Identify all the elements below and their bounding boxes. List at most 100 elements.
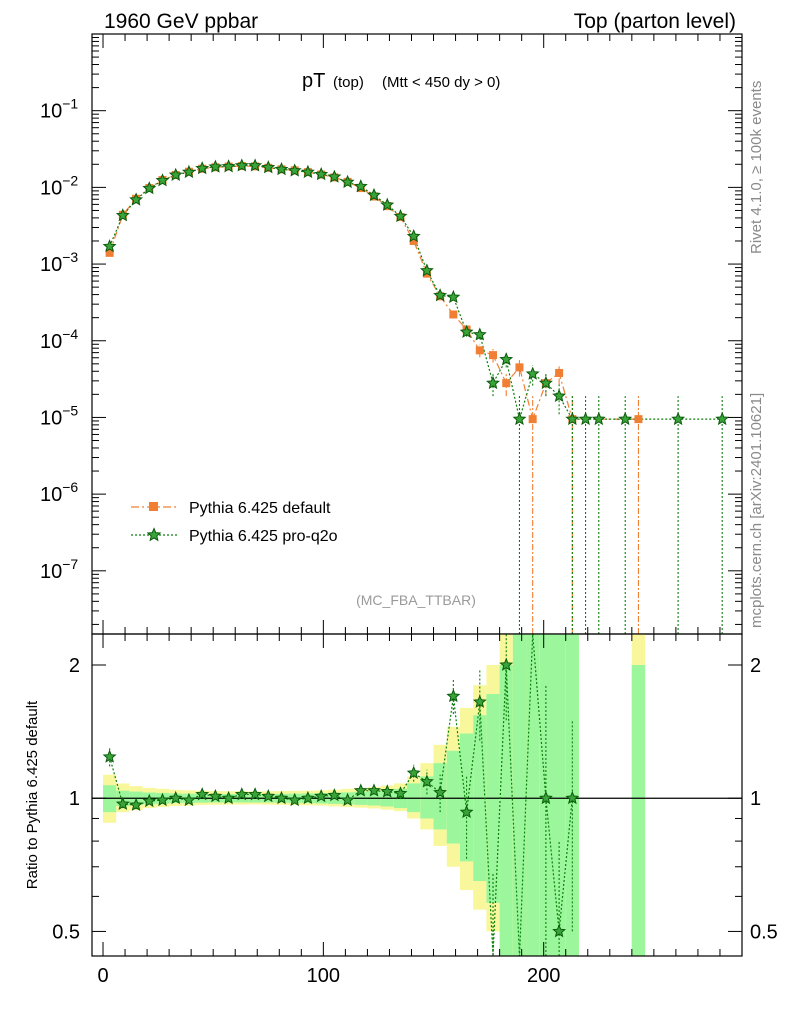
- ratio-point: [433, 785, 448, 799]
- proq2o-point: [340, 174, 355, 189]
- ratio-panel: [92, 634, 742, 956]
- uncertainty-band-green: [552, 634, 566, 956]
- proq2o-point: [314, 166, 329, 181]
- ratio-point: [142, 793, 157, 808]
- ratio-point: [499, 657, 514, 671]
- proq2o-point: [618, 411, 633, 426]
- uncertainty-band-green: [433, 763, 447, 830]
- proq2o-point: [433, 288, 448, 302]
- proq2o-point: [591, 411, 606, 426]
- ratio-y-tick-label-right: 2: [750, 655, 761, 677]
- legend-label-proq2o: Pythia 6.425 pro-q2o: [189, 528, 338, 545]
- ratio-point: [102, 749, 117, 763]
- proq2o-point: [538, 375, 553, 390]
- proq2o-point: [715, 411, 730, 426]
- default-point: [515, 363, 524, 372]
- y-tick-label: 10−2: [40, 172, 78, 199]
- ratio-y-tick-label-left: 0.5: [52, 921, 80, 943]
- y-tick-label: 10−5: [40, 402, 78, 429]
- uncertainty-band-green: [631, 664, 646, 956]
- proq2o-point: [261, 160, 276, 174]
- ratio-point: [459, 804, 474, 819]
- uncertainty-band-green: [512, 634, 527, 956]
- proq2o-point: [221, 159, 236, 173]
- default-point: [489, 351, 498, 360]
- proq2o-point: [129, 192, 144, 206]
- header-right: Top (parton level): [574, 10, 736, 33]
- legend: Pythia 6.425 default Pythia 6.425 pro-q2…: [131, 500, 338, 545]
- ratio-y-tick-label-left: 2: [69, 655, 80, 677]
- proq2o-point: [671, 411, 686, 426]
- proq2o-point: [472, 327, 487, 341]
- proq2o-point: [578, 411, 593, 426]
- proq2o-line: [109, 165, 723, 420]
- proq2o-point: [446, 289, 461, 304]
- ratio-point: [208, 789, 223, 803]
- x-tick-label: 0: [97, 965, 108, 987]
- ratio-point: [181, 792, 196, 807]
- plot-title-main: pT: [302, 70, 325, 92]
- header-left: 1960 GeV ppbar: [104, 10, 258, 33]
- ratio-y-tick-label-left: 1: [69, 788, 80, 810]
- ratio-point: [115, 796, 130, 810]
- default-point: [105, 248, 114, 257]
- analysis-tag: (MC_FBA_TTBAR): [356, 592, 476, 608]
- proq2o-point: [155, 173, 170, 187]
- ratio-point: [274, 790, 289, 805]
- y-tick-label: 10−1: [40, 96, 78, 123]
- ratio-point: [552, 924, 567, 938]
- ratio-marks: [102, 633, 580, 957]
- proq2o-point: [353, 179, 368, 193]
- ratio-point: [327, 788, 342, 802]
- ratio-point: [565, 790, 580, 805]
- proq2o-point: [406, 229, 421, 243]
- proq2o-point: [115, 208, 130, 222]
- proq2o-point: [393, 209, 408, 223]
- x-tick-label: 200: [527, 965, 560, 987]
- plot-title-cut: (Mtt < 450 dy > 0): [382, 74, 500, 91]
- proq2o-point: [327, 169, 342, 183]
- proq2o-point: [419, 263, 434, 277]
- default-point: [502, 379, 511, 388]
- proq2o-point: [300, 164, 315, 179]
- ratio-point: [234, 787, 249, 801]
- proq2o-point: [565, 411, 580, 426]
- ratio-point: [393, 786, 408, 800]
- ratio-point: [248, 787, 263, 801]
- ratio-point: [446, 688, 461, 703]
- uncertainty-band-green: [499, 664, 513, 956]
- main-marks: [102, 158, 730, 634]
- main-ticks: 10−1 10−2 10−3 10−4 10−5 10−6 10−7: [40, 33, 742, 634]
- mcplots-label: mcplots.cern.ch [arXiv:2401.10621]: [748, 393, 765, 628]
- y-tick-label: 10−6: [40, 479, 78, 506]
- x-tick-label: 100: [307, 965, 340, 987]
- ratio-frame: [91, 633, 743, 957]
- ratio-point: [367, 783, 381, 797]
- ratio-point: [300, 790, 315, 805]
- proq2o-point: [208, 159, 223, 173]
- ratio-point: [129, 797, 144, 811]
- proq2o-point: [168, 167, 183, 181]
- y-tick-label: 10−3: [40, 249, 78, 276]
- uncertainty-band-green: [446, 750, 460, 844]
- proq2o-point: [499, 352, 514, 366]
- proq2o-point: [181, 164, 196, 179]
- ratio-ylabel: Ratio to Pythia 6.425 default: [24, 700, 41, 889]
- proq2o-point: [552, 388, 567, 402]
- proq2o-point: [380, 197, 395, 211]
- proq2o-point: [459, 324, 474, 338]
- ratio-point: [168, 790, 183, 805]
- uncertainty-band-green: [526, 634, 540, 956]
- plot-title-sub: (top): [333, 74, 364, 91]
- ratio-point: [221, 790, 236, 805]
- proq2o-point: [486, 375, 500, 390]
- y-tick-label: 10−4: [40, 326, 78, 353]
- default-point: [634, 415, 643, 424]
- proq2o-point: [248, 158, 263, 172]
- ratio-point: [353, 783, 368, 797]
- proq2o-point: [367, 187, 381, 202]
- ratio-point: [314, 788, 329, 803]
- default-point: [409, 236, 418, 245]
- legend-label-default: Pythia 6.425 default: [189, 500, 331, 517]
- default-point: [475, 346, 484, 355]
